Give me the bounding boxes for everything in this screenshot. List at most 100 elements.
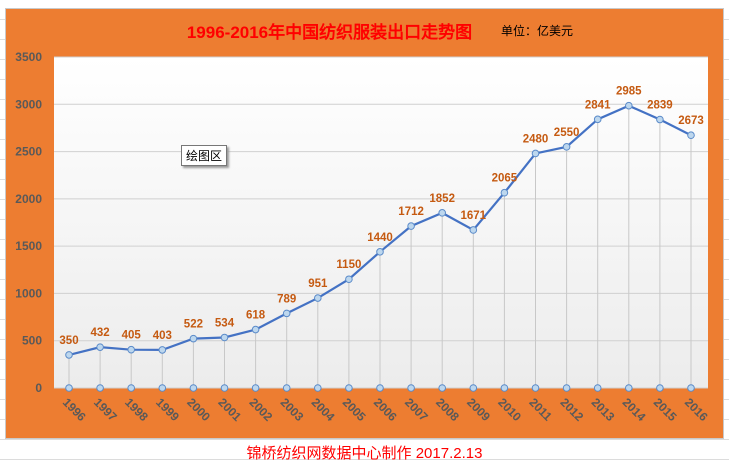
x-tick-label: 1996 bbox=[60, 395, 89, 424]
plot-area-tooltip: 绘图区 bbox=[181, 145, 228, 166]
x-tick-label: 2016 bbox=[682, 395, 711, 424]
data-label: 789 bbox=[277, 293, 296, 305]
plot-background bbox=[54, 57, 708, 388]
data-label: 2480 bbox=[523, 133, 549, 145]
data-label: 403 bbox=[153, 330, 172, 342]
x-tick-label: 2010 bbox=[495, 395, 524, 424]
y-tick-label: 2500 bbox=[15, 145, 42, 159]
data-point bbox=[376, 248, 384, 256]
data-label: 2550 bbox=[554, 127, 580, 139]
data-label: 1440 bbox=[367, 232, 393, 244]
data-label: 1852 bbox=[429, 193, 455, 205]
data-point bbox=[65, 351, 73, 359]
baseline-marker bbox=[314, 384, 322, 392]
chart-title: 1996-2016年中国纺织服装出口走势图 bbox=[186, 23, 473, 42]
data-label: 618 bbox=[246, 310, 266, 322]
baseline-marker bbox=[593, 384, 602, 392]
x-tick-label: 2007 bbox=[402, 395, 431, 424]
x-tick-label: 2009 bbox=[464, 395, 493, 424]
plot-area[interactable]: 0500100015002000250030003500350199643219… bbox=[6, 9, 723, 438]
data-label: 2673 bbox=[678, 115, 704, 127]
x-tick-label: 2013 bbox=[589, 395, 618, 424]
footer-credit: 锦桥纺织网数据中心制作 2017.2.13 bbox=[246, 445, 483, 462]
data-point bbox=[656, 115, 664, 124]
y-tick-label: 500 bbox=[22, 334, 42, 348]
data-point bbox=[407, 222, 415, 230]
y-tick-label: 1000 bbox=[15, 286, 42, 300]
chart-area[interactable]: 1996-2016年中国纺织服装出口走势图 单位：亿美元 0 500 1000 150… bbox=[5, 8, 724, 439]
x-tick-label: 2000 bbox=[184, 395, 213, 424]
data-point bbox=[687, 131, 695, 140]
y-tick-label: 3000 bbox=[15, 97, 42, 111]
data-point bbox=[282, 309, 291, 318]
data-point bbox=[438, 209, 447, 217]
x-tick-label: 1997 bbox=[91, 395, 120, 424]
data-label: 2985 bbox=[616, 86, 642, 98]
baseline-marker bbox=[625, 384, 633, 392]
x-tick-label: 2008 bbox=[433, 395, 462, 424]
x-tick-label: 1998 bbox=[122, 395, 151, 424]
data-label: 405 bbox=[122, 330, 142, 342]
x-tick-label: 2003 bbox=[278, 395, 307, 424]
data-point bbox=[251, 325, 260, 334]
data-label: 1671 bbox=[461, 210, 487, 222]
baseline-marker bbox=[376, 384, 384, 392]
baseline-marker bbox=[65, 384, 73, 392]
baseline-marker bbox=[656, 384, 664, 392]
x-tick-label: 1999 bbox=[153, 395, 182, 424]
data-point bbox=[127, 345, 135, 354]
baseline-marker bbox=[96, 384, 104, 392]
x-tick-label: 2006 bbox=[371, 395, 400, 424]
baseline-marker bbox=[500, 384, 509, 392]
data-point bbox=[562, 143, 571, 151]
data-point bbox=[220, 333, 229, 342]
baseline-marker bbox=[282, 384, 291, 392]
y-tick-label: 1500 bbox=[15, 239, 42, 253]
data-point bbox=[500, 188, 509, 197]
data-point bbox=[345, 275, 353, 284]
y-tick-label: 2000 bbox=[15, 192, 42, 206]
baseline-marker bbox=[469, 384, 478, 392]
data-label: 1150 bbox=[336, 259, 361, 271]
baseline-marker bbox=[407, 384, 415, 392]
x-tick-label: 2012 bbox=[557, 395, 586, 424]
data-label: 2841 bbox=[585, 99, 611, 111]
baseline-marker bbox=[345, 384, 353, 392]
x-tick-label: 2002 bbox=[246, 395, 275, 424]
data-point bbox=[593, 115, 602, 124]
data-point bbox=[625, 101, 633, 110]
baseline-marker bbox=[438, 384, 447, 392]
chart-title-box: 1996-2016年中国纺织服装出口走势图 单位：亿美元 bbox=[6, 18, 723, 43]
data-point bbox=[531, 149, 540, 158]
data-point bbox=[96, 343, 104, 351]
baseline-marker bbox=[189, 384, 198, 392]
baseline-marker bbox=[220, 384, 229, 392]
baseline-marker bbox=[687, 384, 695, 392]
data-point bbox=[158, 346, 167, 354]
x-tick-label: 2011 bbox=[526, 395, 555, 424]
data-point bbox=[189, 334, 198, 343]
data-label: 951 bbox=[308, 278, 328, 290]
x-tick-label: 2004 bbox=[309, 395, 338, 424]
x-tick-label: 2001 bbox=[215, 395, 244, 424]
data-label: 1712 bbox=[398, 206, 424, 218]
baseline-marker bbox=[127, 384, 135, 392]
y-tick-label: 0 bbox=[35, 381, 42, 395]
baseline-marker bbox=[158, 384, 167, 392]
data-point bbox=[314, 294, 322, 302]
data-point bbox=[469, 226, 478, 234]
data-label: 350 bbox=[59, 335, 78, 347]
y-tick-label: 3500 bbox=[15, 50, 42, 64]
data-label: 2839 bbox=[647, 100, 673, 112]
data-label: 432 bbox=[91, 327, 110, 339]
baseline-marker bbox=[251, 384, 260, 392]
x-tick-label: 2014 bbox=[620, 395, 649, 424]
baseline-marker bbox=[531, 384, 540, 392]
x-tick-label: 2015 bbox=[651, 395, 680, 424]
x-tick-label: 2005 bbox=[340, 395, 369, 424]
data-label: 534 bbox=[215, 317, 235, 329]
data-label: 522 bbox=[184, 319, 203, 331]
unit-label: 单位：亿美元 bbox=[501, 24, 574, 38]
baseline-marker bbox=[562, 384, 571, 392]
data-label: 2065 bbox=[492, 173, 518, 185]
